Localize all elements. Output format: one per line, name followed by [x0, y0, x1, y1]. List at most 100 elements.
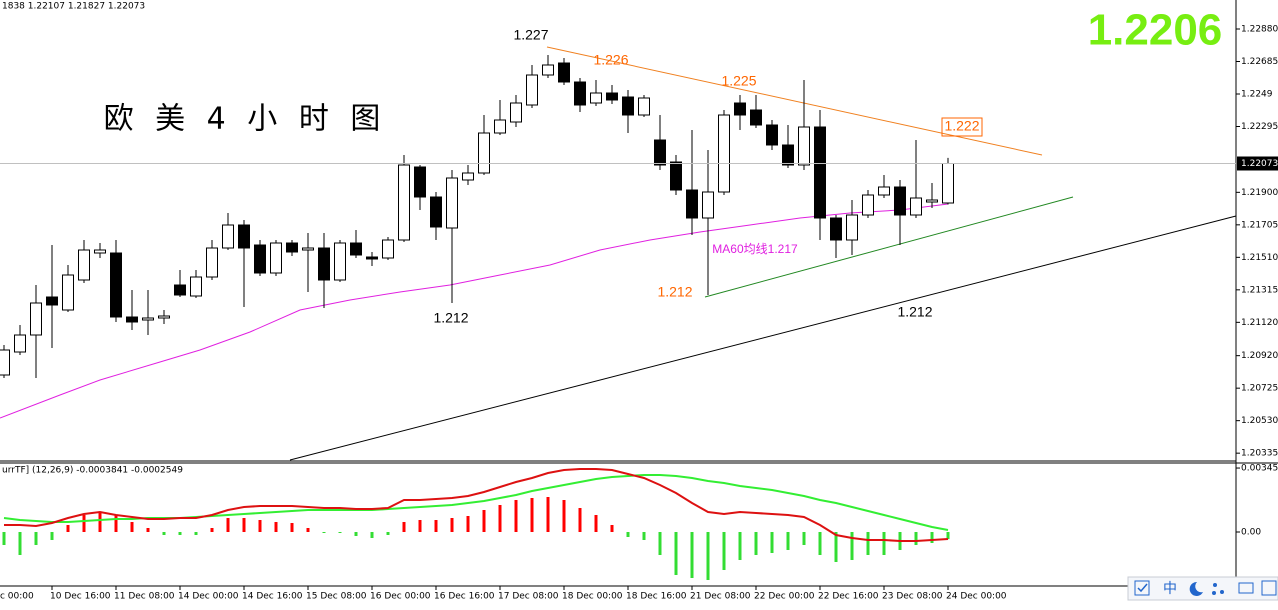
histogram-bar: [178, 532, 182, 535]
candle-body: [286, 242, 298, 253]
candle-body: [654, 139, 666, 166]
histogram-bar: [2, 532, 6, 545]
y-tick-label: 0.003454: [1241, 464, 1278, 474]
toolbar-icon[interactable]: [1261, 580, 1277, 596]
histogram-bar: [930, 532, 934, 543]
candle-body: [766, 124, 778, 146]
x-tick-label: 16 Dec 00:00: [370, 592, 431, 602]
histogram-bar: [434, 520, 438, 532]
histogram-bar: [706, 532, 710, 580]
candle-body: [782, 144, 794, 166]
histogram-bar: [210, 528, 214, 532]
ohlc-header: 1838 1.22107 1.21827 1.22073: [2, 2, 145, 12]
annotation: 1.226: [593, 52, 628, 68]
histogram-bar: [946, 532, 950, 540]
candle-body: [254, 244, 266, 274]
candle-body: [686, 189, 698, 219]
candle-body: [510, 102, 522, 123]
y-tick-label: 1.22880: [1241, 25, 1278, 35]
histogram-bar: [834, 532, 838, 562]
y-tick-label: 1.22685: [1241, 57, 1278, 67]
x-tick-label: 16 Dec 16:00: [434, 592, 495, 602]
histogram-bar: [146, 528, 150, 532]
candle-body: [0, 349, 10, 376]
x-tick-label: c 00:00: [0, 592, 34, 602]
histogram-bar: [818, 532, 822, 555]
toolbar-icon[interactable]: [1189, 581, 1203, 596]
histogram-bar: [242, 518, 246, 532]
candle-body: [190, 276, 202, 297]
candle-body: [126, 316, 138, 323]
histogram-bar: [498, 505, 502, 532]
x-tick-label: 23 Dec 08:00: [882, 592, 943, 602]
histogram-bar: [370, 532, 374, 538]
histogram-bar: [130, 522, 134, 532]
toolbar-icon[interactable]: [1213, 583, 1217, 587]
histogram-bar: [226, 518, 230, 532]
histogram-bar: [850, 532, 854, 560]
candle-body: [862, 194, 874, 216]
histogram-bar: [98, 512, 102, 532]
y-tick-label: 1.21315: [1241, 285, 1278, 295]
histogram-bar: [722, 532, 726, 570]
histogram-bar: [802, 532, 806, 545]
y-tick-label: 1.21705: [1241, 220, 1278, 230]
y-tick-label: 1.2249: [1241, 90, 1273, 100]
candle-body: [302, 247, 314, 251]
x-tick-label: 14 Dec 16:00: [242, 592, 303, 602]
candle-body: [318, 247, 330, 281]
trend-line: [704, 196, 1074, 298]
candle-body: [574, 81, 586, 106]
trend-line: [289, 215, 1237, 461]
current-price-box: [1237, 156, 1278, 171]
histogram-bar: [738, 532, 742, 560]
x-tick-label: 22 Dec 00:00: [754, 592, 815, 602]
x-tick-label: 24 Dec 00:00: [946, 592, 1007, 602]
ime-button[interactable]: 中: [1163, 581, 1177, 597]
candle-body: [94, 249, 106, 254]
histogram-bar: [50, 532, 54, 540]
x-tick-label: 11 Dec 08:00: [114, 592, 175, 602]
histogram-bar: [754, 532, 758, 555]
candle-body: [334, 242, 346, 281]
histogram-bar: [450, 518, 454, 532]
candle-body: [590, 92, 602, 104]
y-tick-label: 1.20920: [1241, 351, 1278, 361]
y-tick-label: 1.21900: [1241, 188, 1278, 198]
x-tick-label: 17 Dec 08:00: [498, 592, 559, 602]
histogram-bar: [786, 532, 790, 550]
candle-body: [798, 126, 810, 166]
candles: [0, 55, 954, 378]
histogram-bar: [274, 522, 278, 532]
histogram-bar: [562, 500, 566, 532]
candle-body: [750, 109, 762, 126]
toolbar-icon[interactable]: [1134, 580, 1150, 596]
candle-body: [174, 284, 186, 296]
candle-body: [910, 197, 922, 216]
histogram-bar: [162, 532, 166, 535]
candle-body: [702, 191, 714, 219]
toolbar-icon[interactable]: [1238, 582, 1254, 594]
toolbar: 中: [1127, 576, 1278, 601]
y-tick-label: 1.20725: [1241, 384, 1278, 394]
histogram-bar: [418, 520, 422, 532]
candle-body: [878, 186, 890, 196]
candle-body: [670, 161, 682, 191]
y-tick-label: 1.20530: [1241, 416, 1278, 426]
candle-body: [30, 302, 42, 336]
histogram-bar: [194, 532, 198, 535]
histogram-bar: [306, 528, 310, 532]
candle-body: [414, 166, 426, 198]
histogram-bar: [322, 532, 326, 533]
candle-body: [558, 62, 570, 83]
histogram-bar: [546, 497, 550, 532]
candle-body: [110, 252, 122, 318]
x-tick-label: 21 Dec 08:00: [690, 592, 751, 602]
histogram-bar: [658, 532, 662, 555]
annotation: 1.212: [897, 304, 932, 320]
histogram-bar: [514, 500, 518, 532]
candle-body: [942, 163, 954, 204]
candle-body: [462, 172, 474, 181]
annotation: MA60均线1.217: [712, 242, 798, 256]
